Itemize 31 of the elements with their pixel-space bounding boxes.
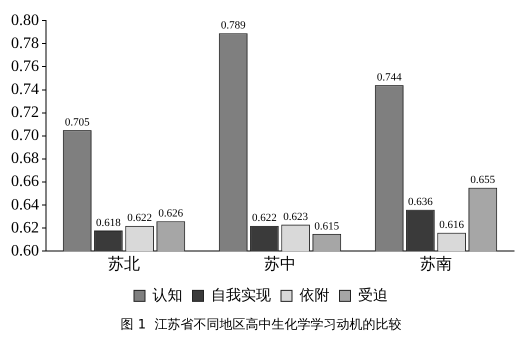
y-tick-label: 0.62 — [11, 219, 39, 236]
data-label: 0.655 — [470, 174, 496, 186]
y-tick-label: 0.66 — [11, 173, 39, 190]
data-label: 0.616 — [439, 219, 464, 232]
data-label: 0.615 — [314, 220, 340, 232]
data-label: 0.622 — [252, 212, 277, 224]
x-tick-label: 苏南 — [420, 254, 452, 273]
y-tick-label: 0.78 — [11, 34, 39, 52]
data-label: 0.622 — [127, 212, 152, 224]
y-tick-label: 0.76 — [11, 58, 39, 75]
y-tick-label: 0.68 — [11, 150, 39, 168]
data-label: 0.618 — [96, 216, 122, 229]
legend-label: 依附 — [300, 286, 330, 304]
data-label: 0.636 — [408, 196, 434, 208]
data-label: 0.789 — [220, 20, 246, 32]
y-tick-label: 0.74 — [11, 80, 39, 98]
y-tick-label: 0.60 — [11, 242, 39, 260]
text: 图 1 江苏省不同地区高中生化学学习动机的比较 — [120, 316, 402, 333]
x-tick-label: 苏北 — [108, 254, 140, 273]
data-label: 0.626 — [158, 208, 184, 220]
legend-label: 受迫 — [358, 286, 388, 304]
legend-label: 自我实现 — [211, 286, 271, 304]
y-tick-label: 0.70 — [11, 127, 39, 144]
y-tick-label: 0.80 — [11, 12, 39, 29]
data-label: 0.744 — [376, 72, 402, 84]
y-tick-label: 0.64 — [11, 196, 39, 214]
data-label: 0.705 — [64, 116, 90, 129]
y-tick-label: 0.72 — [11, 104, 39, 122]
data-label: 0.623 — [283, 211, 308, 224]
x-tick-label: 苏中 — [264, 254, 296, 273]
legend-label: 认知 — [152, 286, 182, 304]
